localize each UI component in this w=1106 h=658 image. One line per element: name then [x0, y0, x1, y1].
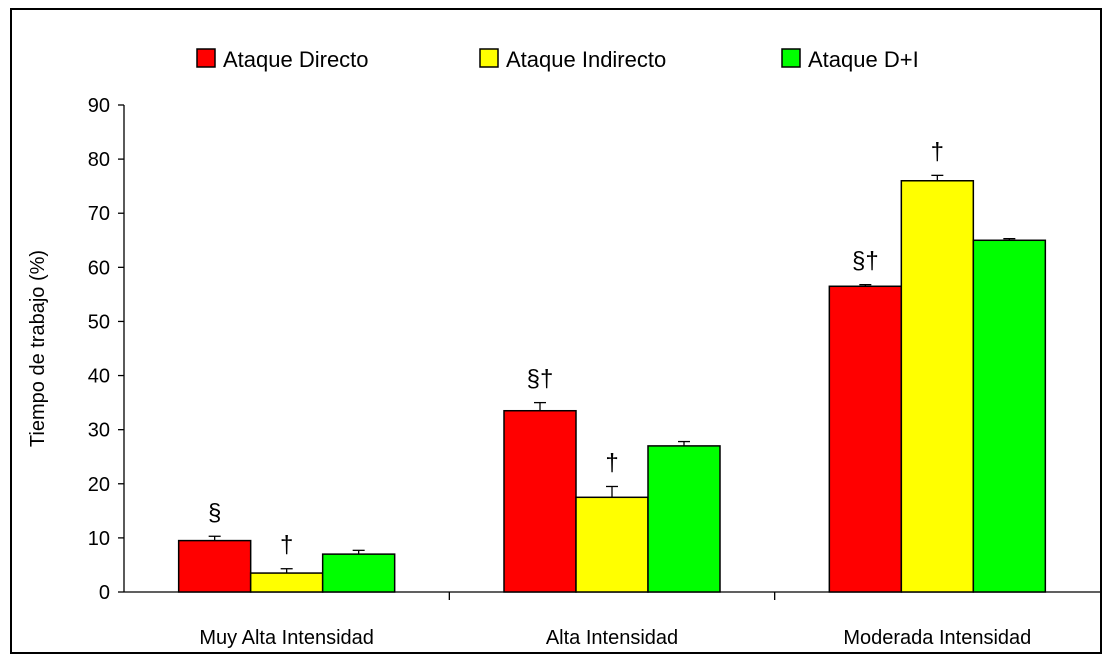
y-tick-label: 10 — [88, 528, 110, 550]
y-tick-label: 30 — [88, 420, 110, 442]
category-label: Moderada Intensidad — [843, 627, 1031, 649]
significance-annotation: §† — [527, 366, 554, 393]
bar — [321, 553, 396, 593]
y-tick-label: 20 — [88, 474, 110, 496]
significance-annotation: † — [280, 532, 293, 559]
significance-annotation: § — [208, 499, 221, 526]
y-tick-label: 60 — [88, 257, 110, 279]
bar — [647, 445, 721, 593]
significance-annotation: † — [931, 138, 944, 165]
y-tick-label: 40 — [88, 366, 110, 388]
y-tick-label: 50 — [88, 311, 110, 333]
significance-annotation: §† — [852, 248, 879, 275]
legend-swatch — [479, 48, 499, 68]
significance-annotation: † — [605, 449, 618, 476]
y-tick-label: 80 — [88, 149, 110, 171]
bars — [177, 174, 1047, 593]
legend: Ataque Directo Ataque Indirecto Ataque D+I — [196, 47, 919, 72]
y-axis-label: Tiempo de trabajo (%) — [27, 250, 49, 447]
y-tick-label: 70 — [88, 203, 110, 225]
category-label: Muy Alta Intensidad — [199, 627, 374, 649]
annotations: §†§††§†† — [208, 138, 944, 558]
bar — [828, 285, 903, 593]
legend-swatch — [781, 48, 801, 68]
bar — [177, 539, 252, 593]
bar — [575, 496, 649, 593]
legend-label: Ataque Directo — [223, 47, 369, 72]
legend-label: Ataque Indirecto — [506, 47, 666, 72]
y-tick-label: 0 — [99, 582, 110, 604]
bar — [972, 239, 1047, 593]
y-tick-label: 90 — [88, 95, 110, 117]
legend-label: Ataque D+I — [808, 47, 919, 72]
legend-swatch — [196, 48, 216, 68]
bar — [900, 180, 975, 593]
bar — [249, 572, 324, 593]
category-label: Alta Intensidad — [546, 627, 678, 649]
bar — [503, 409, 577, 593]
